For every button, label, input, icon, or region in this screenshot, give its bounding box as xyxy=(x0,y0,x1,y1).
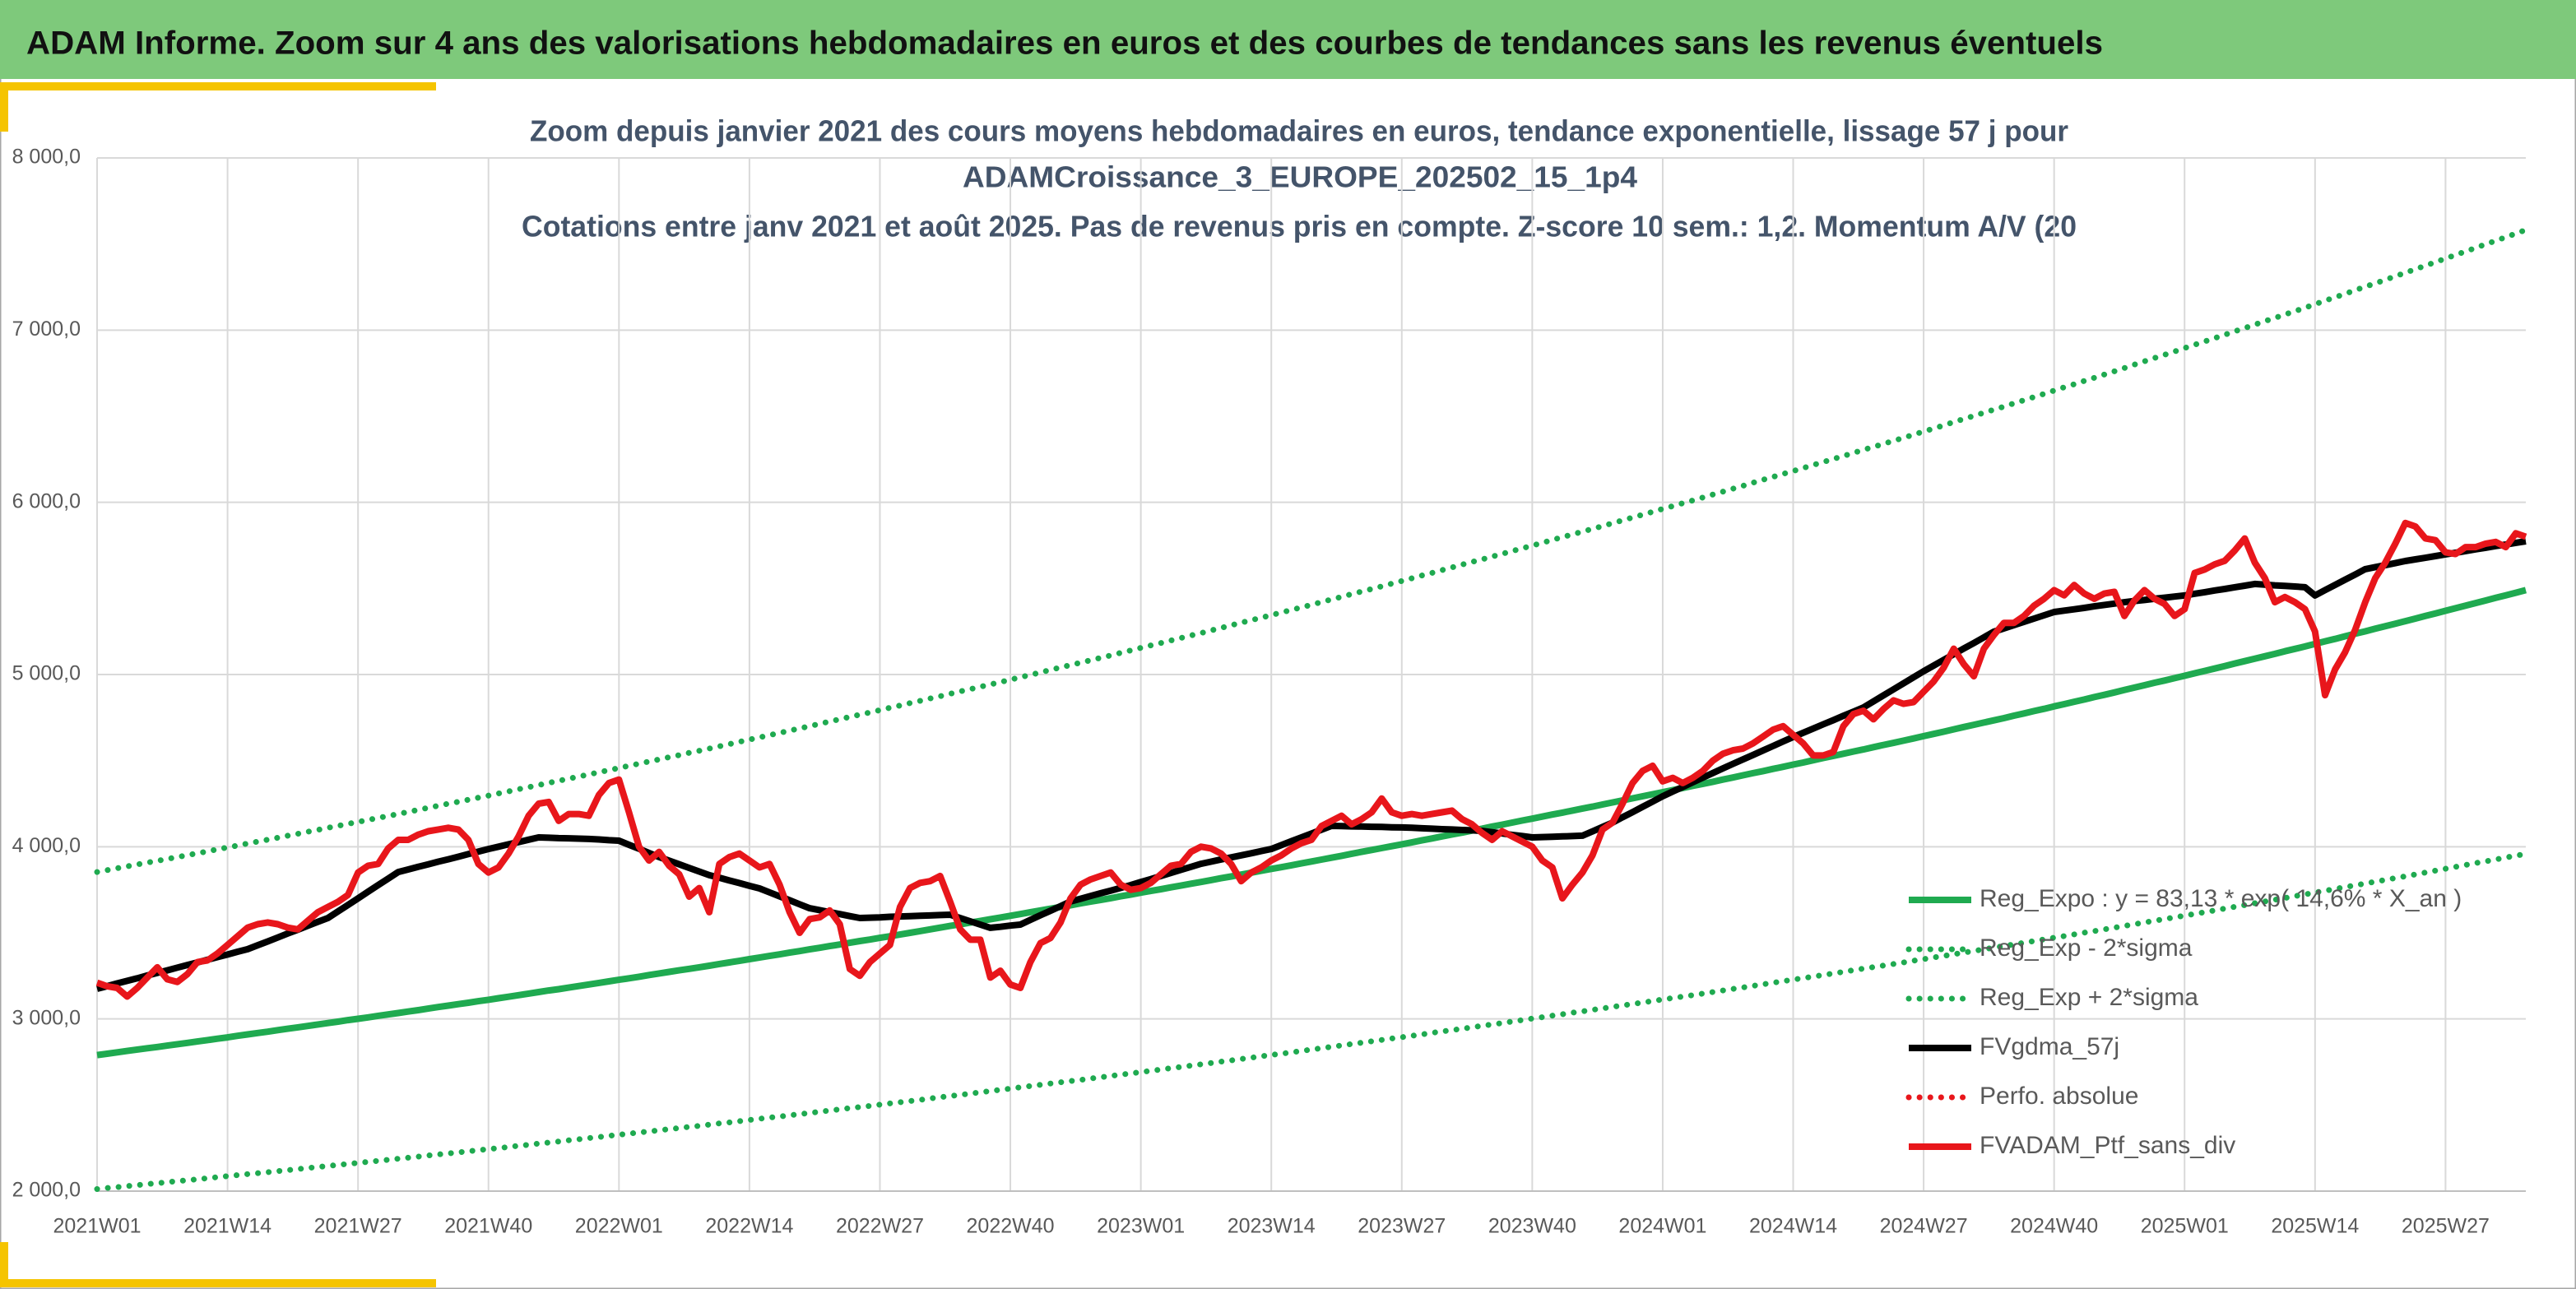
x-tick-label: 2025W27 xyxy=(2402,1215,2490,1238)
plot xyxy=(94,227,2529,1192)
y-tick-label: 4 000,0 xyxy=(12,834,81,857)
chart-title: ADAMCroissance_3_EUROPE_202502_15_1p4 xyxy=(963,160,1637,194)
legend-label: Reg_Expo : y = 83,13 * exp( 14,6% * X_an… xyxy=(1980,885,2462,912)
chart-title: Zoom depuis janvier 2021 des cours moyen… xyxy=(530,114,2068,148)
x-tick-label: 2024W01 xyxy=(1618,1215,1706,1238)
chart-title: Cotations entre janv 2021 et août 2025. … xyxy=(522,210,2077,243)
accent-top xyxy=(0,82,436,90)
grid: 2 000,0 3 000,0 4 000,0 5 000,0 6 000,0 7 000… xyxy=(12,146,2526,1238)
header-bar xyxy=(0,0,2576,79)
series-line xyxy=(96,587,2527,1059)
x-tick-label: 2023W01 xyxy=(1097,1215,1185,1238)
x-tick-label: 2024W40 xyxy=(2010,1215,2098,1238)
x-tick-label: 2024W14 xyxy=(1749,1215,1837,1238)
x-tick-label: 2022W40 xyxy=(967,1215,1055,1238)
legend-label: FVgdma_57j xyxy=(1980,1033,2119,1060)
x-tick-label: 2022W14 xyxy=(705,1215,793,1238)
y-tick-label: 3 000,0 xyxy=(12,1006,81,1029)
x-tick-label: 2023W14 xyxy=(1228,1215,1316,1238)
legend-label: FVADAM_Ptf_sans_div xyxy=(1980,1132,2235,1159)
series-line xyxy=(95,519,2527,1000)
y-tick-label: 8 000,0 xyxy=(12,146,81,169)
header-title: ADAM Informe. Zoom sur 4 ans des valoris… xyxy=(26,26,2103,62)
legend-label: Reg_Exp + 2*sigma xyxy=(1980,984,2198,1011)
x-tick-label: 2022W01 xyxy=(575,1215,663,1238)
accent-top-side xyxy=(0,82,8,132)
x-tick-label: 2023W27 xyxy=(1358,1215,1446,1238)
x-tick-label: 2021W14 xyxy=(183,1215,272,1238)
x-tick-label: 2025W01 xyxy=(2141,1215,2229,1238)
x-tick-label: 2025W14 xyxy=(2271,1215,2359,1238)
series-line xyxy=(94,851,2529,1192)
y-tick-label: 7 000,0 xyxy=(12,318,81,341)
legend-label: Perfo. absolue xyxy=(1980,1083,2138,1110)
legend-label: Reg_Exp - 2*sigma xyxy=(1980,934,2193,962)
series-line xyxy=(94,227,2529,875)
legend: Reg_Expo : y = 83,13 * exp( 14,6% * X_an… xyxy=(1905,885,2462,1159)
y-tick-label: 5 000,0 xyxy=(12,662,81,685)
y-tick-label: 6 000,0 xyxy=(12,489,81,512)
x-tick-label: 2024W27 xyxy=(1880,1215,1968,1238)
x-tick-label: 2021W27 xyxy=(314,1215,402,1238)
x-tick-label: 2023W40 xyxy=(1488,1215,1576,1238)
x-tick-label: 2021W01 xyxy=(53,1215,141,1238)
y-tick-label: 2 000,0 xyxy=(12,1179,81,1202)
x-tick-label: 2021W40 xyxy=(444,1215,532,1238)
accent-bottom-side xyxy=(0,1242,8,1287)
accent-bottom xyxy=(0,1279,436,1287)
x-tick-label: 2022W27 xyxy=(836,1215,924,1238)
